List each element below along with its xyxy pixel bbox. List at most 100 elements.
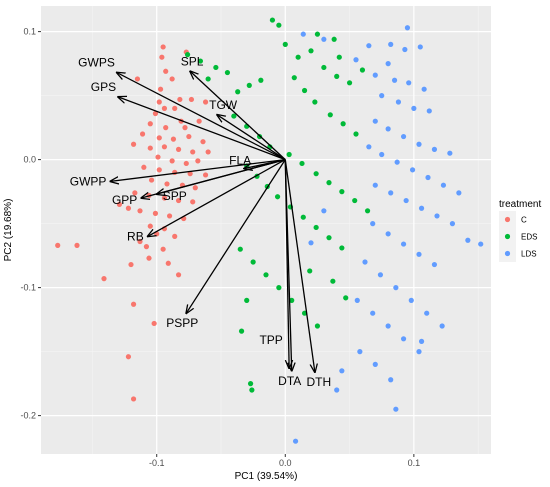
point-eds [238, 328, 245, 334]
loading-label-tgw: TGW [209, 98, 238, 112]
point-c [134, 76, 141, 82]
point-lds [379, 151, 385, 158]
loading-label-dta: DTA [278, 374, 301, 388]
point-c [156, 135, 162, 141]
point-eds [312, 99, 318, 105]
point-eds [274, 194, 281, 200]
point-c [143, 244, 150, 250]
loading-labels: GWPS SPL GPS TGW FLA GWPP GPP SPP RB PSPP TPP DTA DT… [70, 54, 331, 389]
point-lds [393, 406, 399, 412]
point-eds [299, 160, 305, 167]
loading-label-fla: FLA [229, 154, 251, 168]
point-lds [456, 190, 462, 196]
point-eds [295, 54, 301, 60]
point-eds [213, 64, 219, 71]
loading-label-dth: DTH [307, 375, 332, 389]
loading-arrow-rb [148, 159, 286, 237]
loading-arrow-dth [284, 159, 315, 372]
point-lds [402, 46, 408, 53]
point-c [128, 261, 134, 268]
point-lds [418, 205, 425, 211]
point-lds [434, 213, 440, 219]
point-c [175, 197, 182, 204]
point-lds [321, 36, 327, 42]
point-lds [439, 323, 445, 329]
loading-label-spl: SPL [181, 54, 204, 68]
point-eds [300, 214, 306, 220]
point-lds [431, 146, 438, 152]
point-c [156, 167, 162, 173]
legend-label-eds: EDS [521, 233, 537, 242]
point-eds [269, 17, 276, 23]
point-c [137, 238, 143, 245]
point-lds [292, 438, 299, 444]
point-lds [354, 297, 360, 303]
point-eds [276, 22, 282, 28]
point-lds [321, 208, 327, 214]
point-c [55, 242, 61, 248]
point-c [192, 185, 198, 191]
point-c [74, 242, 80, 248]
point-eds [334, 73, 340, 79]
point-lds [372, 118, 378, 124]
point-c [175, 146, 182, 152]
point-eds [291, 75, 297, 81]
point-eds [289, 297, 295, 303]
y-axis-ticks: -0.2 -0.1 0.0 0.1 [20, 27, 41, 421]
point-c [196, 118, 202, 124]
point-eds [247, 381, 254, 387]
loading-label-spp: SPP [163, 189, 187, 203]
point-c [190, 199, 196, 205]
y-tick-label: 0.0 [23, 155, 36, 165]
point-lds [370, 221, 376, 227]
point-lds [366, 144, 372, 150]
point-c [160, 44, 166, 50]
point-c [160, 246, 166, 252]
x-tick-label: 0.0 [279, 458, 292, 468]
point-lds [426, 108, 432, 114]
point-eds [197, 58, 204, 64]
point-lds [394, 159, 400, 165]
point-c [165, 260, 171, 266]
point-c [200, 139, 206, 145]
legend-title: treatment [499, 199, 541, 210]
point-eds [308, 48, 314, 54]
point-c [148, 177, 155, 183]
point-lds [391, 77, 398, 83]
point-eds [250, 259, 256, 265]
x-axis-ticks: -0.1 0.0 0.1 [149, 454, 420, 468]
point-c [132, 190, 138, 196]
major-gridlines [41, 6, 491, 454]
point-eds [339, 245, 345, 251]
point-eds [205, 76, 211, 82]
point-eds [336, 54, 342, 60]
loading-label-pspp: PSPP [166, 316, 198, 330]
point-c [147, 121, 153, 127]
point-lds [388, 41, 394, 48]
legend-swatch-eds [504, 233, 511, 240]
point-c [195, 158, 201, 164]
loading-arrows [110, 71, 314, 372]
point-lds [353, 57, 359, 63]
point-lds [372, 361, 378, 367]
point-c [152, 210, 159, 216]
point-c [141, 164, 147, 170]
point-eds [231, 113, 237, 119]
point-c [188, 96, 195, 103]
point-eds [313, 224, 319, 231]
point-lds [334, 387, 340, 393]
point-c [190, 149, 196, 155]
loading-arrow-dta [284, 159, 291, 371]
point-eds [249, 387, 255, 393]
point-c [116, 201, 123, 207]
point-c [183, 160, 189, 167]
point-c [137, 208, 143, 214]
loading-arrow-gwps [117, 73, 286, 161]
point-c [161, 105, 168, 111]
point-c [163, 68, 169, 74]
point-c [175, 272, 182, 278]
point-eds [321, 64, 327, 71]
point-c [166, 213, 173, 219]
point-eds [331, 36, 337, 42]
